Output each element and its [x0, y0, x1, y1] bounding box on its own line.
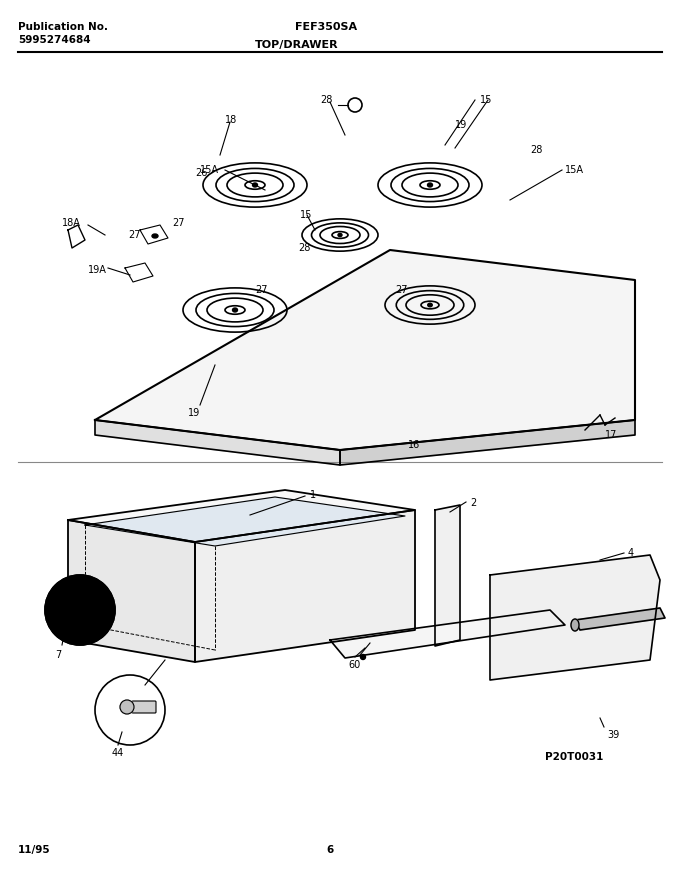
Text: 6: 6	[326, 845, 334, 855]
Text: 18A: 18A	[62, 218, 81, 228]
Text: 17: 17	[605, 430, 617, 440]
Text: 44: 44	[112, 748, 124, 758]
Text: 15: 15	[480, 95, 492, 105]
Text: 28: 28	[320, 95, 333, 105]
Text: 18: 18	[225, 115, 237, 125]
Text: 60: 60	[348, 660, 360, 670]
Polygon shape	[68, 490, 415, 542]
Text: 27: 27	[255, 285, 267, 295]
Polygon shape	[85, 497, 405, 546]
Circle shape	[45, 575, 115, 645]
Text: 11/95: 11/95	[18, 845, 50, 855]
Text: 19: 19	[188, 408, 200, 418]
Text: 27: 27	[395, 285, 407, 295]
Text: 19A: 19A	[88, 265, 107, 275]
Polygon shape	[68, 520, 195, 662]
Text: 2: 2	[470, 498, 476, 508]
Polygon shape	[435, 505, 460, 646]
Ellipse shape	[120, 700, 134, 714]
Ellipse shape	[152, 234, 158, 238]
Text: 1: 1	[310, 490, 316, 500]
Polygon shape	[490, 555, 660, 680]
Ellipse shape	[428, 303, 432, 307]
Polygon shape	[340, 420, 635, 465]
FancyBboxPatch shape	[132, 701, 156, 713]
Text: 27: 27	[128, 230, 141, 240]
Text: 19: 19	[455, 120, 467, 130]
FancyBboxPatch shape	[188, 508, 200, 517]
Polygon shape	[575, 608, 665, 630]
Ellipse shape	[233, 308, 237, 312]
Text: 4: 4	[628, 548, 634, 558]
Polygon shape	[95, 420, 340, 465]
Ellipse shape	[360, 654, 366, 660]
Ellipse shape	[428, 183, 432, 187]
Text: FEF350SA: FEF350SA	[295, 22, 357, 32]
Ellipse shape	[338, 234, 342, 236]
Text: 28: 28	[298, 243, 310, 253]
Text: 27: 27	[172, 218, 184, 228]
Text: 16: 16	[408, 440, 420, 450]
Text: 15: 15	[300, 210, 312, 220]
Ellipse shape	[571, 619, 579, 631]
Text: 26: 26	[195, 168, 207, 178]
Text: TOP/DRAWER: TOP/DRAWER	[255, 40, 339, 50]
Circle shape	[45, 575, 115, 645]
Polygon shape	[95, 250, 635, 450]
Ellipse shape	[252, 183, 258, 187]
Circle shape	[95, 675, 165, 745]
Text: 28: 28	[530, 145, 543, 155]
Text: 5995274684: 5995274684	[18, 35, 90, 45]
Text: P20T0031: P20T0031	[545, 752, 603, 762]
FancyBboxPatch shape	[240, 605, 280, 617]
Text: 15A: 15A	[565, 165, 584, 175]
Text: Publication No.: Publication No.	[18, 22, 108, 32]
Text: 15A: 15A	[200, 165, 219, 175]
Polygon shape	[195, 510, 415, 662]
Polygon shape	[330, 610, 565, 658]
Text: 7: 7	[55, 650, 61, 660]
Text: 39: 39	[607, 730, 619, 740]
